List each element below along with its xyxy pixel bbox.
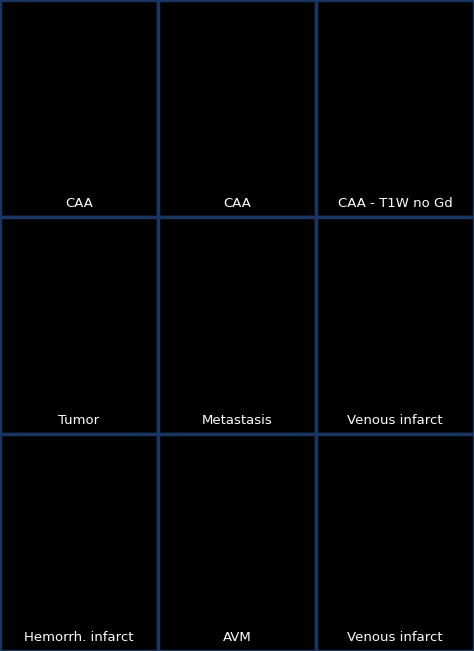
- Text: CAA: CAA: [65, 197, 93, 210]
- Text: AVM: AVM: [223, 631, 251, 644]
- Text: Venous infarct: Venous infarct: [347, 631, 443, 644]
- Text: Venous infarct: Venous infarct: [347, 415, 443, 428]
- Text: Hemorrh. infarct: Hemorrh. infarct: [24, 631, 134, 644]
- Text: Tumor: Tumor: [58, 415, 100, 428]
- Text: Metastasis: Metastasis: [201, 415, 273, 428]
- Text: CAA - T1W no Gd: CAA - T1W no Gd: [337, 197, 452, 210]
- Text: CAA: CAA: [223, 197, 251, 210]
